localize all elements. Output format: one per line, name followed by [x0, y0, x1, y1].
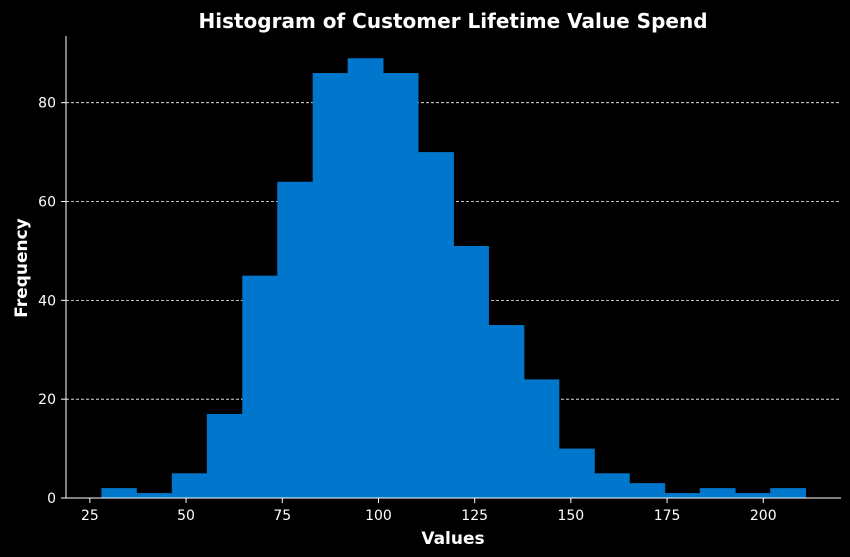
histogram-bar-18 — [699, 488, 736, 498]
histogram-bar-6 — [277, 181, 314, 498]
histogram-bar-8 — [347, 58, 384, 499]
histogram-bar-14 — [558, 448, 595, 498]
chart-title: Histogram of Customer Lifetime Value Spe… — [198, 9, 707, 33]
histogram-bar-5 — [242, 275, 278, 498]
x-tick-label-150: 150 — [557, 508, 584, 524]
histogram-bar-20 — [770, 488, 806, 498]
x-tick-label-100: 100 — [365, 508, 392, 524]
y-axis-label: Frequency — [12, 218, 32, 318]
histogram-bar-11 — [453, 246, 489, 498]
histogram-bar-9 — [383, 73, 419, 498]
x-tick-label-200: 200 — [750, 508, 777, 524]
y-tick-label-80: 80 — [38, 96, 56, 112]
histogram-bar-1 — [101, 488, 137, 498]
y-tick-label-40: 40 — [38, 293, 56, 309]
histogram-bar-10 — [418, 152, 454, 498]
x-tick-label-50: 50 — [177, 508, 195, 524]
axes — [61, 36, 841, 503]
histogram-bar-2 — [136, 493, 173, 498]
y-tick-label-60: 60 — [38, 195, 56, 211]
y-tick-label-0: 0 — [47, 491, 56, 507]
histogram-bar-3 — [171, 473, 208, 498]
y-tick-label-20: 20 — [38, 392, 56, 408]
histogram-bar-12 — [488, 325, 525, 498]
histogram-bars — [101, 58, 806, 499]
histogram-bar-7 — [312, 73, 349, 498]
x-tick-label-75: 75 — [273, 508, 291, 524]
x-tick-label-125: 125 — [461, 508, 488, 524]
tick-labels: 25 50 75 100 125 150 175 200 0 20 40 60 80 — [38, 96, 776, 524]
histogram-bar-13 — [523, 379, 560, 498]
x-tick-label-175: 175 — [654, 508, 681, 524]
histogram-bar-15 — [594, 473, 630, 498]
x-tick-label-25: 25 — [81, 508, 99, 524]
histogram-bar-16 — [629, 483, 666, 498]
histogram-bar-17 — [664, 493, 701, 498]
histogram-bar-19 — [735, 493, 771, 498]
x-axis-label: Values — [421, 529, 484, 549]
histogram-bar-4 — [206, 414, 243, 498]
